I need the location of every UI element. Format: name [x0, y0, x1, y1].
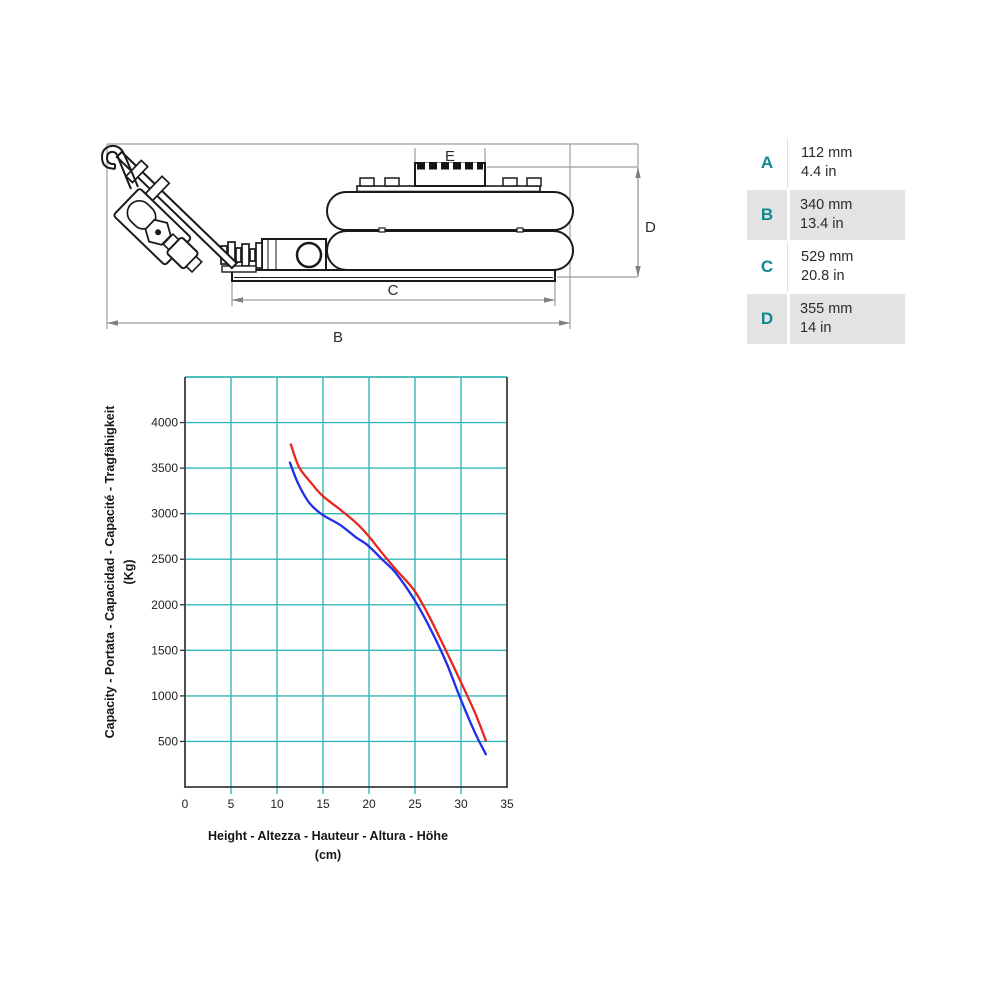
- dimension-arrowheads: [107, 167, 641, 326]
- capacity-chart: 500 1000 1500 2000 2500 3000 3500 4000 0 5 10 15 20 2…: [151, 376, 514, 811]
- dim-label-b: B: [333, 329, 343, 346]
- table-row: B 340 mm 13.4 in: [747, 190, 905, 240]
- dim-value-in: 20.8 in: [801, 268, 845, 284]
- y-tick-label: 2000: [151, 598, 178, 612]
- y-tick-label: 1000: [151, 689, 178, 703]
- dim-value-mm: 112 mm: [801, 144, 853, 161]
- dimension-lines: [107, 168, 639, 324]
- table-row: A 112 mm 4.4 in: [747, 138, 905, 188]
- dim-letter: B: [747, 190, 787, 240]
- x-axis-unit: (cm): [315, 848, 341, 862]
- x-tick-label: 35: [500, 797, 514, 811]
- y-tick-label: 3500: [151, 461, 178, 475]
- x-tick-label: 10: [270, 797, 284, 811]
- dim-label-c: C: [388, 282, 399, 299]
- x-tick-label: 0: [182, 797, 189, 811]
- y-tick-label: 1500: [151, 643, 178, 657]
- y-axis-unit: (Kg): [122, 560, 136, 585]
- handle-assembly: [113, 150, 239, 274]
- x-tick-label: 5: [228, 797, 235, 811]
- jack-body: [220, 162, 574, 282]
- capacity-lower-curve: [288, 461, 487, 756]
- dim-letter: D: [747, 294, 787, 344]
- x-tick-label: 30: [454, 797, 468, 811]
- y-axis-title: Capacity - Portata - Capacidad - Capacit…: [103, 405, 117, 739]
- x-tick-label: 15: [316, 797, 330, 811]
- handle-tube: [115, 150, 239, 270]
- dim-letter: C: [747, 242, 788, 292]
- base-plate: [231, 269, 556, 282]
- handle-hook: [100, 144, 139, 190]
- dim-letter: A: [747, 138, 788, 188]
- dim-value-mm: 340 mm: [800, 196, 853, 213]
- dim-value-in: 14 in: [800, 320, 832, 336]
- y-tick-label: 4000: [151, 416, 178, 430]
- valve-port-hole: [295, 241, 323, 269]
- dim-value-in: 4.4 in: [801, 164, 837, 180]
- dim-value-mm: 529 mm: [801, 248, 854, 265]
- x-tick-label: 25: [408, 797, 422, 811]
- dim-label-e: E: [445, 148, 455, 165]
- capacity-upper-curve: [289, 443, 487, 742]
- x-axis-title: Height - Altezza - Hauteur - Altura - Hö…: [208, 829, 448, 843]
- x-tick-label: 20: [362, 797, 376, 811]
- dim-label-d: D: [645, 219, 656, 236]
- air-bag-lower: [326, 230, 574, 271]
- y-tick-label: 500: [158, 734, 178, 748]
- dim-value-in: 13.4 in: [800, 216, 844, 232]
- table-row: C 529 mm 20.8 in: [747, 242, 905, 292]
- y-tick-label: 2500: [151, 552, 178, 566]
- dimension-spec-table: A 112 mm 4.4 in B 340 mm 13.4 in C 529 m…: [747, 138, 905, 346]
- air-jack-drawing: B C D E: [100, 143, 656, 346]
- air-bag-upper: [326, 191, 574, 231]
- table-row: D 355 mm 14 in: [747, 294, 905, 344]
- dim-value-mm: 355 mm: [800, 300, 853, 317]
- y-tick-label: 3000: [151, 507, 178, 521]
